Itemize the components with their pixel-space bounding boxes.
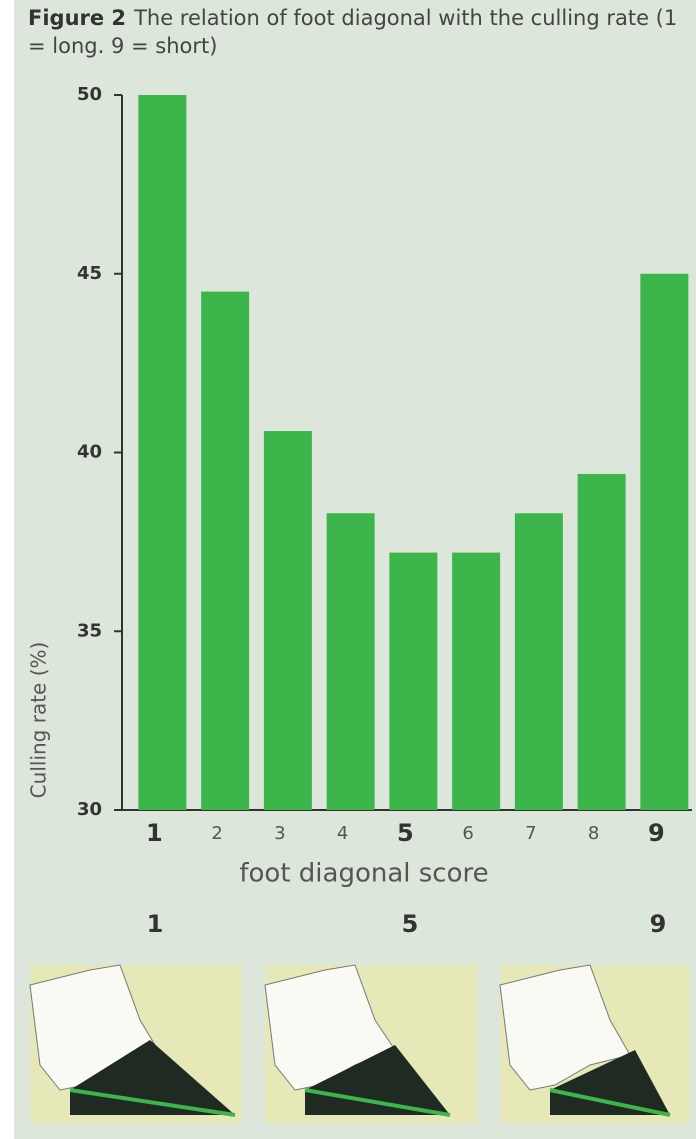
x-tick-label: 8 [588,823,599,844]
bar [515,513,563,810]
x-tick-label: 7 [525,823,536,844]
bar [640,274,688,810]
x-tick-label: 9 [648,819,665,847]
y-tick-label: 35 [77,620,102,641]
y-tick-label: 40 [77,442,102,463]
x-tick-label: 4 [337,823,348,844]
hoof-illustration [30,965,242,1123]
y-axis-label: Culling rate (%) [27,642,51,799]
x-tick-label: 3 [274,823,285,844]
y-tick-label: 30 [77,799,102,820]
illustration-label: 9 [650,910,667,938]
illustration-label: 1 [147,910,164,938]
hoof-illustration [265,965,477,1123]
bar [452,553,500,810]
chart: Culling rate (%) foot diagonal score 30 3… [0,0,696,1139]
x-tick-label: 1 [146,819,163,847]
x-tick-label: 2 [211,823,222,844]
bar [578,474,626,810]
bar [138,95,186,810]
bar [201,292,249,810]
hoof-illustration [500,965,690,1123]
x-axis-label: foot diagonal score [239,859,488,889]
bar [264,431,312,810]
x-tick-label: 6 [462,823,473,844]
illustrations [30,965,690,1123]
page: Figure 2The relation of foot diagonal wi… [0,0,696,1139]
illustration-label: 5 [402,910,419,938]
bar [389,553,437,810]
y-tick-label: 50 [77,84,102,105]
y-tick-label: 45 [77,263,102,284]
bar [327,513,375,810]
x-tick-label: 5 [397,819,414,847]
